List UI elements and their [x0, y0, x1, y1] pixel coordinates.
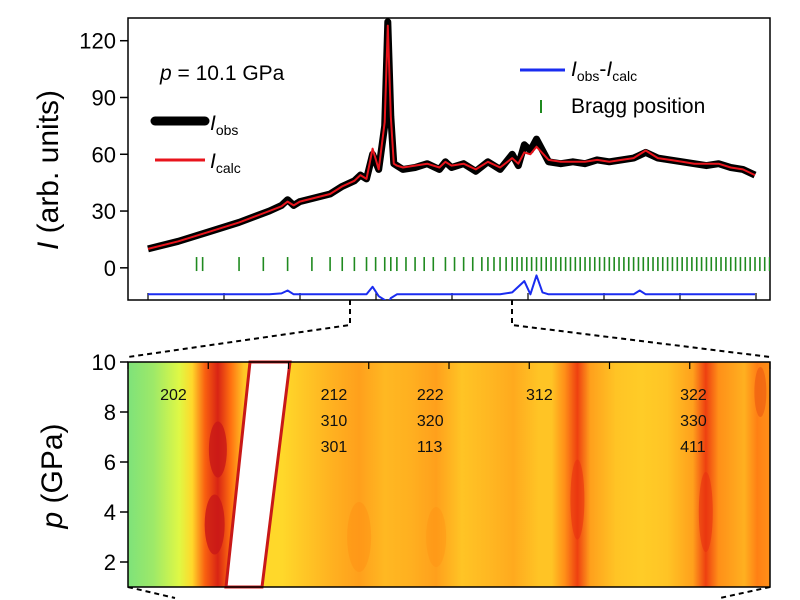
- top-y-tick-label: 30: [92, 199, 116, 224]
- zoom-connector-left: [127, 300, 351, 358]
- hkl-label: 202: [160, 387, 187, 404]
- hkl-label: 312: [526, 387, 553, 404]
- bottom-y-tick-label: 4: [104, 500, 116, 525]
- zoom-connector-bottom-left: [127, 586, 176, 599]
- bottom-y-tick-label: 6: [104, 450, 116, 475]
- legend-calc: Icalc: [155, 150, 241, 176]
- pressure-annotation: p = 10.1 GPa: [159, 62, 285, 85]
- heatmap-blob: [754, 367, 767, 417]
- heatmap-blob: [698, 472, 713, 552]
- bottom-y-tick-label: 10: [92, 350, 116, 375]
- top-y-tick-label: 60: [92, 142, 116, 167]
- heatmap-blob: [204, 494, 225, 555]
- bottom-panel: 2 4 6 8 10 202 212 310 301 222 320 113 312 322 330 411…: [36, 350, 771, 589]
- heatmap-blob: [347, 502, 372, 572]
- hkl-label-group: 202 212 310 301 222 320 113 312 322 330 411: [160, 387, 707, 456]
- hkl-label: 310: [321, 413, 348, 430]
- top-series-group: [147, 18, 757, 300]
- top-y-tick-label: 90: [92, 85, 116, 110]
- legend-obs: Iobs: [150, 112, 238, 138]
- bottom-x-ticks: [127, 362, 771, 369]
- hkl-label: 301: [321, 439, 348, 456]
- hkl-label: 411: [680, 439, 706, 456]
- legend-diff: Iobs-Icalc: [520, 58, 637, 84]
- heatmap-texture: [204, 367, 767, 572]
- legend-obs-label: Iobs: [210, 112, 238, 138]
- zoom-connector-right: [511, 300, 771, 358]
- bottom-y-ticks: 2 4 6 8 10: [92, 350, 128, 575]
- heatmap-blob: [570, 459, 585, 540]
- legend-calc-label: Icalc: [210, 150, 241, 176]
- top-y-ticks: 0 30 60 90 120: [79, 29, 128, 281]
- bottom-y-tick-label: 8: [104, 400, 116, 425]
- hkl-label: 222: [417, 387, 444, 404]
- zoom-connector-bottom-right: [719, 586, 771, 599]
- hkl-label: 320: [417, 413, 444, 430]
- top-y-tick-label: 0: [104, 256, 116, 281]
- top-panel: 0 30 60 90 120 I (arb. units) p = 10.1 GPa I…: [32, 17, 771, 301]
- heatmap-blob: [426, 507, 447, 567]
- hkl-label: 322: [680, 387, 707, 404]
- heatmap-area: [128, 362, 770, 587]
- hkl-label: 113: [417, 439, 443, 456]
- hkl-label: 330: [680, 413, 707, 430]
- legend-bragg-label: Bragg position: [571, 95, 705, 118]
- top-y-axis-title: I (arb. units): [32, 90, 65, 250]
- top-y-tick-label: 120: [79, 29, 116, 54]
- bottom-y-axis-title: p (GPa): [36, 423, 69, 529]
- diff-line: [148, 274, 755, 300]
- hkl-label: 212: [321, 387, 348, 404]
- bragg-tick-group: [195, 257, 770, 272]
- heatmap-blob: [208, 421, 227, 478]
- bottom-y-tick-label: 2: [104, 550, 116, 575]
- legend-diff-label: Iobs-Icalc: [571, 58, 637, 84]
- legend-bragg: Bragg position: [540, 95, 705, 118]
- zoom-connectors: [127, 300, 771, 599]
- calc-line: [147, 24, 756, 250]
